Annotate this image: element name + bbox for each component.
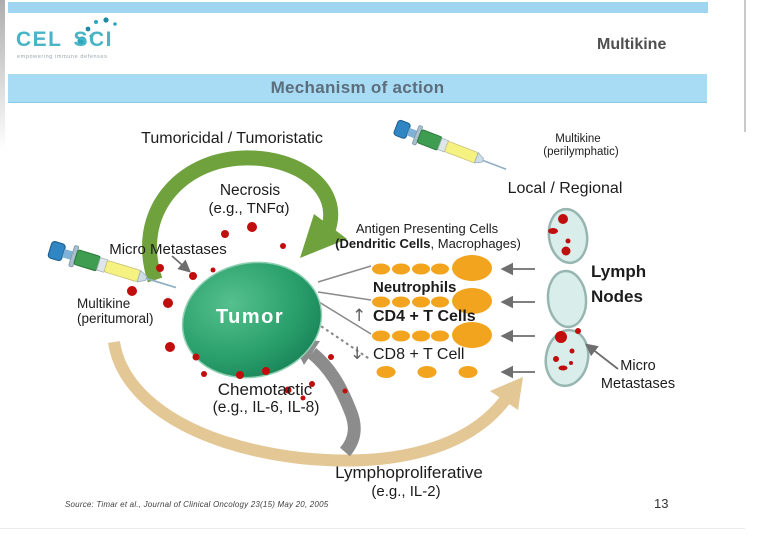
immune-cell-rows [372,255,492,378]
product-name: Multikine [597,36,667,53]
lymph-nodes [544,207,590,388]
lymph-node [546,269,588,329]
lymph-nodes-label-2: Nodes [591,287,643,306]
syringe-icon [47,241,177,289]
logo-part2: SCI [73,28,114,51]
apc-sub-label: (Dendritic Cells, Macrophages) [335,236,521,251]
up-arrow-icon: ↑ [352,306,367,326]
syringe-icon [393,119,507,171]
chemotactic-label: Chemotactic [217,380,313,399]
source-citation: Source: Timar et al., Journal of Clinica… [65,500,329,509]
top-accent-bar [8,2,708,13]
lymph-node-metastases [548,214,571,256]
micro-metastases-left-arrow [171,255,191,273]
cd4-label: CD4 + T Cells [373,308,476,325]
lymphoproliferative-arrow [108,340,523,467]
multikine-perilymphatic-sub: (perilymphatic) [543,146,619,158]
logo-part1: CEL [16,28,63,51]
local-regional-label: Local / Regional [507,180,623,197]
dashed-suppression-line [310,318,373,362]
lymph-nodes-label-1: Lymph [591,262,647,281]
lymph-node-metastases [553,328,581,371]
page-number: 13 [654,496,669,511]
micro-metastases-right-arrow [585,343,619,370]
tumor-ellipse [181,261,323,379]
title-banner: Mechanism of action [8,74,707,103]
logo-wordmark: CEL SCI [16,28,113,52]
slide-title: Mechanism of action [270,78,445,97]
neutrophils-label: Neutrophils [373,279,457,296]
bottom-edge-line [0,528,745,529]
tumoricidal-label: Tumoricidal / Tumoristatic [141,130,323,147]
logo-dots-icon [77,17,117,46]
celsci-logo: CEL SCI empowering immune defenses [14,14,154,64]
lymph-node [544,328,590,388]
recruitment-lines [310,265,373,362]
necrosis-sub-label: (e.g., TNFα) [208,200,290,217]
multikine-peritumoral-sub: (peritumoral) [77,311,154,326]
lymph-node-arrows [500,262,535,379]
chemotactic-sub-label: (e.g., IL-6, IL-8) [212,399,320,416]
apc-dendritic: Dendritic Cells [339,236,431,251]
right-edge-line [744,0,746,132]
necrosis-arrow [142,150,347,283]
lymphoproliferative-sub-label: (e.g., IL-2) [371,483,441,500]
apc-macrophages: , Macrophages) [430,236,521,251]
cd8-label: CD8 + T Cell [373,346,465,363]
necrosis-label: Necrosis [219,182,281,199]
micro-metastases-right-label-2: Metastases [600,376,676,392]
lymphoproliferative-label: Lymphoproliferative [335,463,483,482]
apc-paren: ( [335,236,340,251]
micro-metastases-dots [127,222,348,401]
logo-tagline: empowering immune defenses [17,54,108,60]
micro-metastases-left-label: Micro Metastases [109,241,227,258]
multikine-perilymphatic-label: Multikine [555,133,601,145]
down-arrow-icon: ↓ [350,344,365,364]
multikine-peritumoral-label: Multikine [77,296,131,311]
tumor-label: Tumor [215,306,285,328]
left-edge-shadow [0,0,5,150]
micro-metastases-right-label-1: Micro [620,358,656,374]
lymph-node [547,207,589,265]
apc-label: Antigen Presenting Cells [355,221,499,236]
